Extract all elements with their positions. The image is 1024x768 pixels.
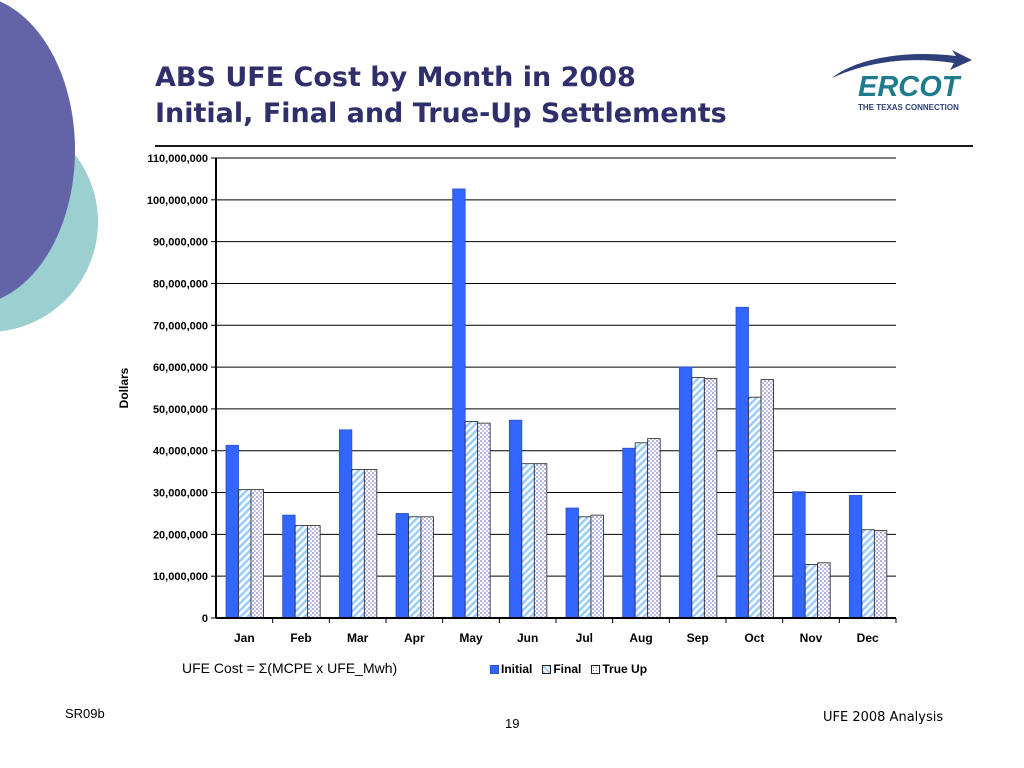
y-tick-label: 70,000,000 [153, 320, 208, 332]
bar-final-jan [238, 489, 252, 619]
bar-initial-jan [225, 444, 239, 619]
x-tick-label: Aug [629, 631, 652, 645]
bar-final-nov [804, 564, 819, 619]
bar-trueup-jun [533, 463, 548, 619]
x-tick-label: Jun [517, 631, 538, 645]
x-tick-label: Jul [576, 631, 593, 645]
legend-item-final: Final [542, 662, 581, 676]
bar-initial-oct [735, 306, 749, 619]
bar-initial-apr [395, 513, 409, 619]
page-number: 19 [505, 716, 520, 731]
logo-tagline: THE TEXAS CONNECTION [858, 103, 959, 112]
x-tick-label: Apr [404, 631, 425, 645]
slide-title-line-2: Initial, Final and True-Up Settlements [155, 98, 727, 129]
y-tick-label: 10,000,000 [153, 571, 208, 583]
title-divider [155, 145, 973, 147]
y-tick-label: 30,000,000 [153, 488, 208, 500]
bar-trueup-jan [250, 489, 264, 619]
x-tick-label: Feb [290, 631, 311, 645]
ercot-logo: ERCOT THE TEXAS CONNECTION [832, 50, 972, 112]
legend-swatch-trueup [591, 664, 601, 674]
bar-initial-dec [848, 495, 863, 619]
y-axis-title: Dollars [117, 367, 131, 408]
bar-final-jun [521, 463, 535, 619]
bar-initial-jul [565, 507, 579, 619]
bar-initial-mar [338, 429, 353, 619]
y-tick-label: 60,000,000 [153, 362, 208, 374]
bar-final-jul [578, 516, 592, 619]
bar-final-dec [861, 529, 875, 619]
logo-wordmark: ERCOT [858, 71, 962, 103]
y-tick-label: 50,000,000 [153, 404, 208, 416]
y-tick-label: 40,000,000 [153, 446, 208, 458]
legend-label-initial: Initial [501, 662, 533, 676]
y-tick-label: 20,000,000 [153, 529, 208, 541]
bar-initial-aug [622, 447, 636, 619]
purple-circle [0, 1, 75, 299]
slide-title-line-1: ABS UFE Cost by Month in 2008 [155, 62, 636, 93]
bar-final-apr [408, 516, 422, 619]
bar-final-sep [691, 377, 705, 619]
bar-trueup-may [477, 422, 491, 619]
y-tick-label: 0 [202, 613, 208, 625]
bar-trueup-aug [647, 438, 661, 619]
bar-initial-jun [508, 419, 523, 619]
bar-final-feb [294, 525, 309, 619]
bar-trueup-oct [760, 379, 774, 619]
bar-initial-may [452, 188, 466, 619]
legend-item-trueup: True Up [591, 662, 647, 676]
y-tick-label: 110,000,000 [147, 153, 208, 165]
bar-trueup-sep [703, 377, 718, 619]
decorative-circles [0, 1, 98, 332]
footer-slide-code: SR09b [65, 706, 105, 721]
logo-swoosh-icon [832, 50, 972, 78]
bar-trueup-dec [873, 530, 888, 619]
chart-legend: Initial Final True Up [490, 662, 647, 676]
bar-final-aug [634, 442, 649, 619]
x-tick-label: May [459, 631, 483, 645]
x-tick-label: Dec [857, 631, 879, 645]
legend-item-initial: Initial [490, 662, 532, 676]
x-tick-label: Mar [347, 631, 369, 645]
legend-swatch-initial [490, 664, 499, 674]
x-tick-label: Oct [744, 631, 764, 645]
y-tick-label: 90,000,000 [153, 237, 208, 249]
bar-trueup-nov [817, 562, 831, 619]
x-tick-label: Jan [234, 631, 255, 645]
bar-final-oct [748, 396, 762, 619]
legend-label-trueup: True Up [602, 662, 648, 676]
bar-trueup-jul [590, 514, 604, 619]
bar-trueup-feb [307, 525, 321, 619]
bar-trueup-mar [363, 469, 378, 619]
ufe-cost-formula: UFE Cost = Σ(MCPE x UFE_Mwh) [182, 660, 398, 676]
y-tick-label: 80,000,000 [153, 278, 208, 290]
bar-trueup-apr [420, 516, 434, 619]
y-tick-label: 100,000,000 [147, 195, 208, 207]
footer-presentation-title: UFE 2008 Analysis [823, 710, 944, 725]
bar-initial-nov [792, 491, 806, 619]
legend-swatch-final [542, 664, 552, 674]
x-tick-label: Sep [687, 631, 709, 645]
legend-label-final: Final [553, 662, 582, 676]
bar-final-mar [351, 469, 365, 619]
x-tick-label: Nov [800, 631, 823, 645]
bar-initial-feb [282, 514, 296, 619]
bar-initial-sep [678, 366, 693, 619]
bar-final-may [464, 421, 479, 619]
